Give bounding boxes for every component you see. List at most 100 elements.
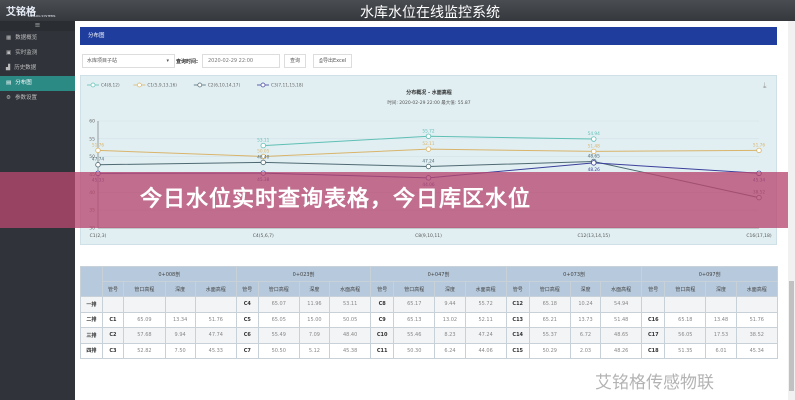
table-cell: C10 — [370, 327, 395, 344]
table-cell: 13.02 — [434, 311, 466, 328]
x-tick-label: C16(17,18) — [746, 233, 772, 239]
logo-subtext: ANALOG SYSTEMS — [28, 14, 56, 18]
legend-label[interactable]: C4(8,12) — [101, 83, 120, 89]
table-cell: 50.29 — [528, 342, 571, 359]
chevron-down-icon: ▾ — [166, 58, 169, 64]
data-label: 53.11 — [257, 138, 270, 144]
water-level-table: 0+008剖 0+023剖 0+047剖 0+073剖 0+097剖 管号 管口高程 深度 水面… — [80, 266, 779, 359]
legend-marker[interactable] — [260, 82, 266, 88]
table-cell: 15.00 — [298, 311, 330, 328]
sidebar-item-2[interactable]: ▟ 历史数据 — [0, 61, 75, 76]
column-header: 水面高程 — [328, 281, 372, 297]
sidebar-item-0[interactable]: ▦ 数据概览 — [0, 31, 75, 46]
table-cell: 9.94 — [164, 327, 196, 344]
table-cell: 51.35 — [664, 342, 707, 359]
sidebar-item-3[interactable]: ▤ 分布图 — [0, 76, 75, 91]
export-label: 导出Excel — [323, 58, 347, 64]
scrollbar-thumb[interactable] — [789, 281, 794, 391]
menu-toggle-icon[interactable]: ≡ — [0, 21, 75, 31]
table-cell: C11 — [370, 342, 395, 359]
sidebar-item-4[interactable]: ⚙ 参数设置 — [0, 91, 75, 106]
table-cell: 45.34 — [735, 342, 779, 359]
data-label: 55.72 — [422, 128, 435, 134]
table-cell: 44.06 — [464, 342, 507, 359]
table-cell: 47.74 — [194, 327, 237, 344]
legend-label[interactable]: C3(7,11,15,18) — [271, 83, 304, 89]
table-cell: C15 — [505, 342, 530, 359]
legend-marker[interactable] — [90, 82, 96, 88]
section-header: 0+023剖 — [235, 266, 372, 282]
table-cell: 55.46 — [393, 327, 436, 344]
legend-label[interactable]: C2(6,10,14,17) — [208, 83, 241, 89]
row-label: 二排 — [80, 311, 103, 328]
row-label: 一排 — [80, 296, 103, 313]
watermark: 艾铭格传感物联 — [595, 373, 714, 393]
query-time-input[interactable]: 2020-02-29 22:00 — [202, 54, 280, 68]
table-cell: 13.48 — [705, 311, 737, 328]
table-cell: C7 — [235, 342, 259, 359]
column-header: 管口高程 — [664, 281, 707, 297]
sidebar-item-label: 历史数据 — [14, 65, 37, 71]
table-cell: 55.49 — [257, 327, 300, 344]
data-label: 51.76 — [753, 142, 766, 148]
table-cell: 13.34 — [164, 311, 196, 328]
table-cell: 65.17 — [393, 296, 436, 313]
station-select-value: 水库项目子站 — [87, 58, 118, 64]
column-header: 深度 — [434, 281, 466, 297]
data-point[interactable] — [591, 148, 597, 155]
table-cell: C12 — [505, 296, 530, 313]
scrollbar[interactable] — [788, 21, 795, 400]
column-header: 水面高程 — [464, 281, 507, 297]
table-cell: 51.48 — [600, 311, 643, 328]
x-tick-label: C1(2,3) — [90, 233, 107, 239]
table-cell: 51.76 — [194, 311, 237, 328]
table-cell: 9.44 — [434, 296, 466, 313]
table-cell: 50.05 — [328, 311, 372, 328]
data-point[interactable] — [425, 146, 432, 152]
y-tick-label: 55 — [89, 136, 95, 142]
table-cell: 8.23 — [434, 327, 466, 344]
table-cell: 6.72 — [569, 327, 602, 344]
data-point[interactable] — [95, 162, 101, 168]
data-point[interactable] — [425, 133, 432, 139]
section-header: 0+097剖 — [641, 266, 778, 282]
data-point[interactable] — [756, 147, 762, 154]
legend-marker[interactable] — [137, 82, 142, 88]
table-cell: 65.07 — [257, 296, 300, 313]
column-header: 管号 — [235, 281, 259, 297]
station-select[interactable]: 水库项目子站 ▾ — [82, 54, 175, 68]
table-cell: 56.05 — [664, 327, 707, 344]
table-cell: 65.18 — [664, 311, 707, 328]
table-cell: C3 — [101, 342, 125, 359]
query-button[interactable]: 查询 — [284, 54, 307, 68]
row-label: 三排 — [80, 327, 103, 344]
table-cell: 55.72 — [464, 296, 507, 313]
legend-label[interactable]: C1(5,9,13,16) — [147, 83, 177, 89]
table-cell: 65.21 — [528, 311, 571, 328]
data-point[interactable] — [425, 163, 432, 170]
column-header: 管口高程 — [393, 281, 436, 297]
table-cell — [664, 296, 707, 313]
data-point[interactable] — [260, 153, 266, 160]
column-header: 管号 — [370, 281, 395, 297]
row-header-blank — [80, 266, 103, 297]
data-point[interactable] — [95, 147, 101, 154]
data-point[interactable] — [591, 160, 597, 166]
table-cell: 65.18 — [528, 296, 571, 313]
data-point[interactable] — [591, 136, 597, 142]
export-excel-button[interactable]: ⎙导出Excel — [313, 54, 353, 68]
table-cell: 65.05 — [257, 311, 300, 328]
table-cell: C6 — [235, 327, 259, 344]
table-cell: 53.11 — [328, 296, 372, 313]
table-cell: 2.03 — [569, 342, 602, 359]
data-point[interactable] — [260, 142, 266, 149]
table-cell: C1 — [101, 311, 125, 328]
download-icon[interactable]: ⤓ — [763, 81, 767, 90]
column-header: 管口高程 — [528, 281, 571, 297]
data-label: 47.24 — [422, 159, 435, 165]
legend-marker[interactable] — [197, 82, 203, 88]
table-cell: 48.65 — [600, 327, 643, 344]
column-header: 水面高程 — [600, 281, 643, 297]
data-point[interactable] — [260, 159, 266, 166]
sidebar-item-1[interactable]: ▣ 实时监测 — [0, 46, 75, 61]
